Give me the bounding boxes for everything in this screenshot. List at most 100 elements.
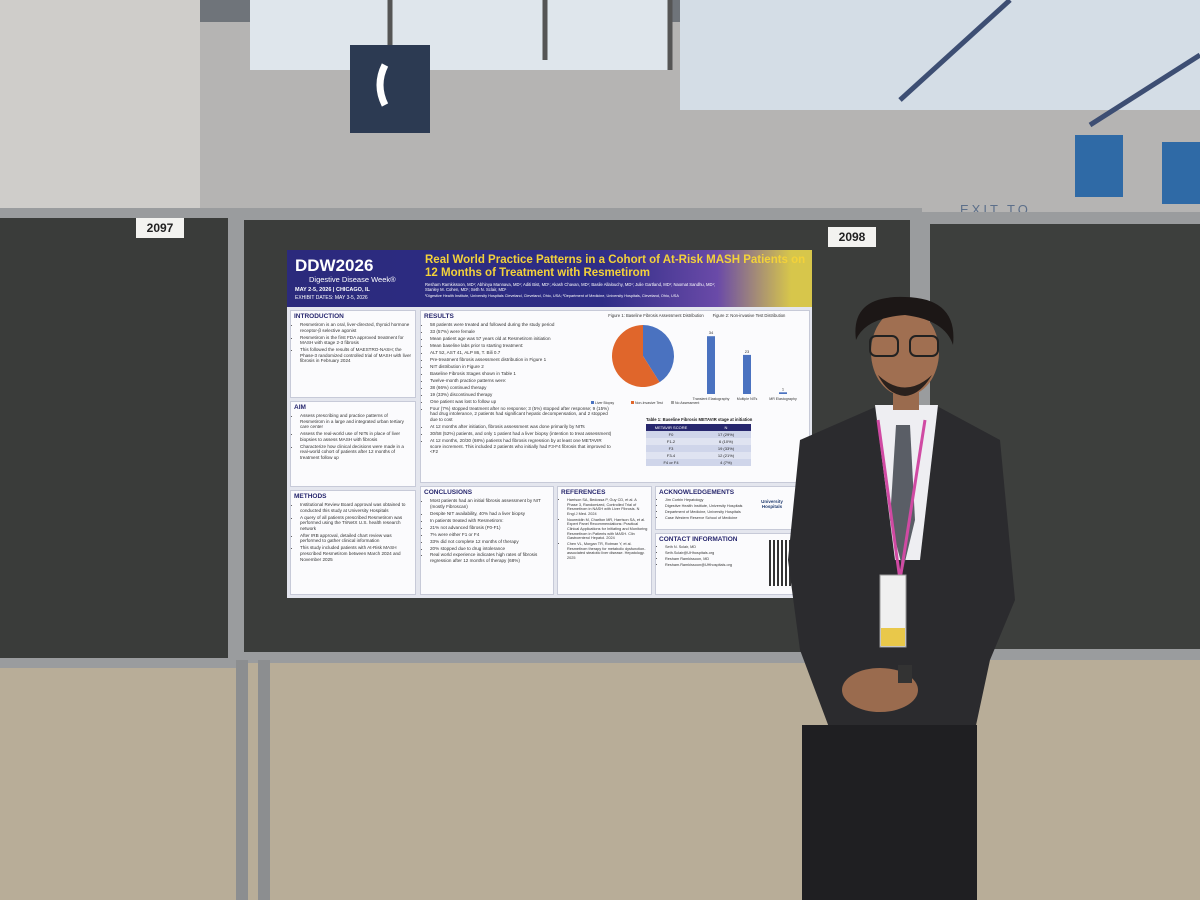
- bullet-item: Resham Ramkissoon, MD: [665, 557, 764, 562]
- figures: Figure 1: Baseline Fibrosis Assessment D…: [591, 313, 797, 466]
- section-heading: AIM: [294, 404, 306, 411]
- legend-swatch: [591, 401, 594, 404]
- bullet-item: One patient was lost to follow up: [430, 399, 614, 405]
- bullet-item: Harrison SA, Bedossa P, Guy CD, et al. A…: [567, 498, 648, 516]
- bullet-list: Resmetirom is an oral, liver-directed, t…: [294, 322, 412, 364]
- table-cell: 4 (7%): [720, 460, 732, 465]
- section-heading: REFERENCES: [561, 489, 606, 496]
- table-cell: F4 or F4: [663, 460, 679, 465]
- bullet-item: Chen VL, Morgan TR, Rotman Y, et al. Res…: [567, 542, 648, 560]
- table-row: [646, 431, 751, 438]
- watch: [898, 665, 912, 683]
- bullet-item: Assess prescribing and practice patterns…: [300, 413, 412, 430]
- bullet-item: Department of Medicine, University Hospi…: [665, 510, 754, 515]
- authors: Resham Ramkissoon, MD¹; Abhinya Mannava,…: [425, 282, 716, 292]
- bullet-item: ALT 52, AST 41, ALP 86, T. Bili 0.7: [430, 350, 614, 356]
- section: Figure 1: Baseline Fibrosis Assessment D…: [420, 310, 810, 483]
- table-row: [646, 459, 751, 466]
- table-row: [646, 438, 751, 445]
- bullet-item: 30/58 (52%) patients, and only 1 patient…: [430, 431, 614, 437]
- bullet-item: 7% were either F1 or F4: [430, 532, 550, 538]
- section: CONTACT INFORMATION Seth N. Sclair, MDSet…: [655, 533, 810, 595]
- bullet-list: Seth N. Sclair, MDSeth.Sclair@UHhospital…: [659, 545, 764, 568]
- bar-value: 1: [782, 386, 785, 391]
- bar-value: 34: [709, 330, 714, 335]
- logo: DDW2026: [295, 256, 374, 275]
- booth-number: 2098: [828, 227, 876, 247]
- section: REFERENCES Harrison SA, Bedossa P, Guy CD…: [557, 486, 652, 595]
- table-cell: F3: [669, 446, 674, 451]
- badge-stripe: [881, 628, 905, 646]
- dates: MAY 2-5, 2026 | CHICAGO, IL: [295, 287, 370, 293]
- bullet-list: 58 patients were treated and followed du…: [424, 322, 614, 455]
- section-body: ACKNOWLEDGEMENTS Jim Corbin HepatologyDig…: [659, 489, 754, 521]
- board-leg: [258, 660, 270, 900]
- section-body: INTRODUCTION Resmetirom is an oral, liver…: [294, 313, 412, 364]
- bullet-item: NIT distribution in Figure 2: [430, 364, 614, 370]
- section-body: CONTACT INFORMATION Seth N. Sclair, MDSet…: [659, 536, 764, 568]
- escalator-sign: [1075, 135, 1123, 197]
- table-row: [646, 445, 751, 452]
- bullet-item: 20% stopped due to drug intolerance: [430, 546, 550, 552]
- legend-swatch: [671, 401, 674, 404]
- bullet-item: 21% not advanced fibrosis (F0-F1): [430, 525, 550, 531]
- legend-swatch: [631, 401, 634, 404]
- pillar: [0, 0, 200, 210]
- bullet-item: Real world experience indicates high rat…: [430, 552, 550, 563]
- table-header: METAVIR SCORE: [655, 425, 688, 430]
- section-heading: CONCLUSIONS: [424, 489, 473, 496]
- phone-sign: [350, 45, 430, 133]
- board-leg: [236, 660, 248, 900]
- bullet-item: 38 (66%) continued therapy: [430, 385, 614, 391]
- poster: DDW2026 Digestive Disease Week® MAY 2-5,…: [287, 250, 812, 598]
- bar-label: Multiple NITs: [737, 397, 758, 401]
- table-row: [646, 452, 751, 459]
- section-heading: METHODS: [294, 493, 327, 500]
- bullet-item: Resmetirom is the first FDA approved tre…: [300, 335, 412, 346]
- bullet-list: Jim Corbin HepatologyDigestive Health In…: [659, 498, 754, 521]
- bullet-list: Assess prescribing and practice patterns…: [294, 413, 412, 461]
- bullet-item: 33 (57%) were female: [430, 329, 614, 335]
- bullet-item: Digestive Health Institute, University H…: [665, 504, 754, 509]
- bullet-item: This followed the results of MAESTRO-NAS…: [300, 347, 412, 364]
- pie-slice: [612, 325, 660, 387]
- trousers: [802, 725, 977, 900]
- bullet-list: Institutional Review Board approval was …: [294, 502, 412, 562]
- glasses: [869, 335, 899, 357]
- table-cell: 6 (10%): [719, 439, 734, 444]
- bar: [779, 392, 787, 394]
- window: [250, 0, 670, 70]
- bullet-item: Jim Corbin Hepatology: [665, 498, 754, 503]
- bullet-item: Twelve-month practice patterns were:: [430, 378, 614, 384]
- legend-label: No Assessment: [675, 401, 699, 405]
- exit-sign: [1162, 142, 1200, 204]
- figure-title: Figure 1: Baseline Fibrosis Assessment D…: [608, 313, 704, 318]
- exhibit-dates: EXHIBIT DATES: MAY 3-5, 2026: [295, 295, 368, 301]
- section: CONCLUSIONS Most patients had an initial …: [420, 486, 554, 595]
- bullet-item: A query of all patients prescribed Resme…: [300, 515, 412, 532]
- bullet-item: Mean baseline labs prior to starting tre…: [430, 343, 614, 349]
- bullet-list: Harrison SA, Bedossa P, Guy CD, et al. A…: [561, 498, 648, 561]
- bullet-item: Institutional Review Board approval was …: [300, 502, 412, 513]
- bullet-item: Baseline Fibrosis Stages shown in Table …: [430, 371, 614, 377]
- bullet-item: In patients treated with Resmetirom:: [430, 518, 550, 524]
- table-cell: F1-2: [667, 439, 676, 444]
- beard: [878, 375, 932, 396]
- legend-label: Liver Biopsy: [595, 401, 614, 405]
- bullet-item: Seth N. Sclair, MD: [665, 545, 764, 550]
- bullet-item: After IRB approval, detailed chart revie…: [300, 533, 412, 544]
- section: METHODS Institutional Review Board approv…: [290, 490, 416, 595]
- legend-label: Non-Invasive Test: [635, 401, 663, 405]
- hair: [855, 296, 954, 345]
- bullet-item: Pre-treatment fibrosis assessment distri…: [430, 357, 614, 363]
- section-body: RESULTS 58 patients were treated and foll…: [424, 313, 614, 455]
- bullet-item: Resham.Ramkissoon@UHhospitals.org: [665, 563, 764, 568]
- bullet-item: Despite NIT availability, 40% had a live…: [430, 511, 550, 517]
- bullet-item: Case Western Reserve School of Medicine: [665, 516, 754, 521]
- table-header: N: [725, 425, 728, 430]
- section-body: AIM Assess prescribing and practice patte…: [294, 404, 412, 461]
